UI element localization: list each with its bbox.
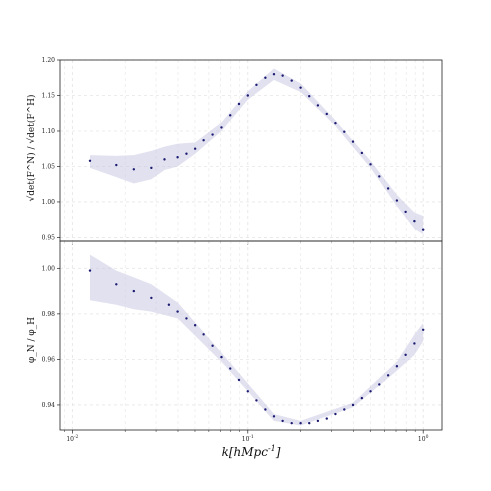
data-point bbox=[281, 419, 284, 423]
x-tick-label: 10-2 bbox=[66, 434, 78, 443]
data-point bbox=[413, 342, 416, 345]
data-point bbox=[88, 269, 92, 272]
data-point bbox=[386, 187, 390, 190]
data-point bbox=[378, 175, 381, 178]
data-point bbox=[343, 408, 346, 411]
data-point bbox=[167, 303, 171, 306]
data-point bbox=[404, 210, 407, 214]
data-point bbox=[395, 199, 399, 202]
data-point bbox=[255, 399, 258, 402]
data-point bbox=[132, 168, 136, 171]
data-point bbox=[272, 73, 276, 76]
data-point bbox=[378, 383, 381, 386]
data-point bbox=[115, 283, 118, 286]
data-point bbox=[202, 333, 205, 336]
data-point bbox=[281, 74, 284, 77]
plot-frame bbox=[59, 59, 443, 242]
data-point bbox=[369, 163, 372, 166]
y-tick-label: 1.05 bbox=[42, 163, 56, 170]
data-point bbox=[185, 317, 188, 320]
data-point bbox=[290, 421, 293, 425]
y-tick-label: 0.94 bbox=[42, 402, 56, 409]
y-tick-label: 1.10 bbox=[42, 128, 56, 135]
data-point bbox=[255, 83, 258, 87]
data-point bbox=[237, 102, 241, 106]
data-point bbox=[211, 133, 214, 136]
data-point bbox=[334, 121, 337, 125]
data-point bbox=[220, 355, 223, 359]
data-point bbox=[421, 328, 425, 332]
data-point bbox=[290, 79, 293, 82]
data-point bbox=[150, 166, 153, 170]
data-point bbox=[421, 228, 425, 231]
data-point bbox=[386, 374, 390, 377]
data-point bbox=[334, 412, 337, 416]
data-point bbox=[308, 95, 311, 98]
data-point bbox=[211, 344, 214, 347]
bottom-panel: 0.94 0.96 0.98 1.00 10-2 10-1 100 bbox=[42, 240, 443, 443]
plot-frame bbox=[59, 240, 443, 431]
x-tick-label: 10-1 bbox=[242, 434, 254, 443]
data-point bbox=[325, 112, 328, 116]
data-point bbox=[264, 408, 267, 411]
data-point bbox=[237, 378, 241, 382]
data-point bbox=[351, 403, 355, 407]
data-point bbox=[360, 151, 364, 155]
data-point bbox=[185, 152, 188, 155]
data-point bbox=[316, 419, 320, 423]
data-point bbox=[229, 367, 232, 370]
data-point bbox=[395, 365, 399, 368]
data-point bbox=[308, 421, 311, 425]
data-point bbox=[360, 396, 364, 400]
y-tick-label: 1.15 bbox=[42, 92, 56, 99]
y-tick-label: 0.96 bbox=[42, 356, 56, 363]
data-point bbox=[176, 310, 179, 313]
data-point bbox=[132, 289, 136, 293]
data-point bbox=[176, 156, 179, 159]
data-point bbox=[343, 130, 346, 133]
data-point bbox=[88, 159, 92, 162]
data-point bbox=[193, 324, 197, 327]
data-point bbox=[264, 76, 267, 79]
data-point bbox=[369, 390, 372, 393]
y-tick-label: 0.95 bbox=[42, 234, 56, 241]
bottom-y-axis-label: φ_N / φ_H bbox=[27, 317, 37, 363]
y-tick-label: 0.98 bbox=[42, 311, 56, 318]
x-axis-label: k[hMpc-1] bbox=[222, 444, 281, 459]
data-point bbox=[316, 104, 320, 107]
data-point bbox=[299, 421, 302, 425]
data-point bbox=[413, 219, 416, 223]
y-tick-label: 1.00 bbox=[42, 265, 56, 272]
data-point bbox=[325, 417, 328, 420]
data-point bbox=[246, 390, 249, 393]
data-point bbox=[202, 139, 205, 142]
data-point bbox=[246, 94, 249, 97]
data-point bbox=[229, 114, 232, 117]
data-point bbox=[163, 158, 166, 161]
data-point bbox=[404, 353, 407, 357]
top-y-axis-label: √det(F^N) / √det(F^H) bbox=[26, 95, 37, 202]
data-point bbox=[115, 163, 118, 167]
y-tick-label: 1.00 bbox=[42, 199, 56, 206]
data-point bbox=[220, 126, 223, 129]
y-tick-label: 1.20 bbox=[42, 57, 56, 64]
uncertainty-band bbox=[89, 68, 424, 234]
x-tick-label: 100 bbox=[418, 434, 429, 443]
top-panel: 0.95 1.00 1.05 1.10 1.15 1.20 bbox=[42, 57, 443, 245]
data-point bbox=[272, 415, 276, 418]
data-point bbox=[150, 296, 153, 300]
data-point bbox=[351, 140, 355, 143]
data-point bbox=[193, 147, 197, 150]
data-point bbox=[299, 86, 302, 89]
